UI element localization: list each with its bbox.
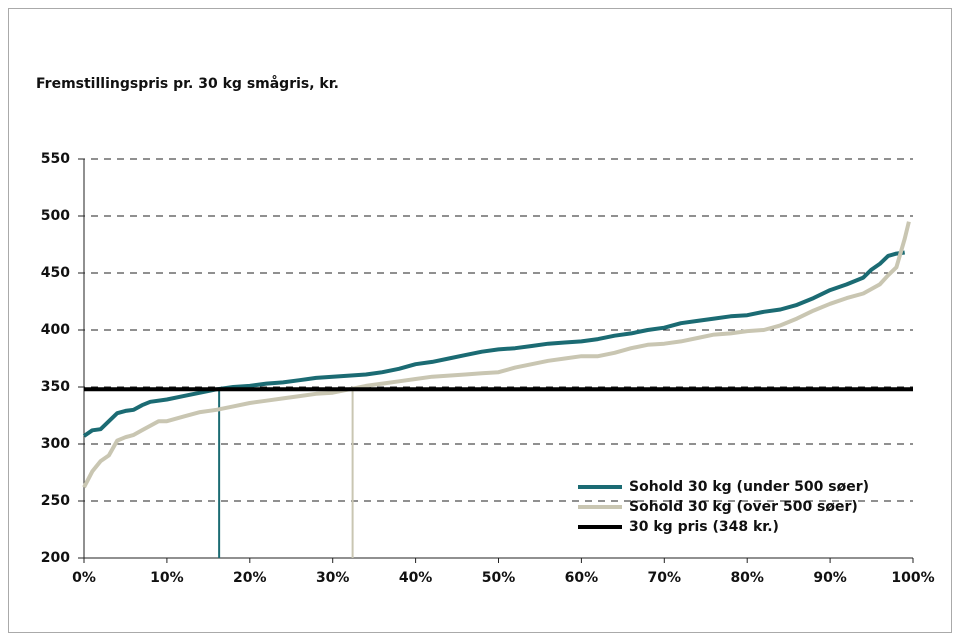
y-tick-label: 250 [41,493,70,509]
legend-label: 30 kg pris (348 kr.) [629,519,779,535]
y-tick-label: 400 [41,322,70,338]
x-tick-label: 10% [150,570,184,586]
y-tick-label: 550 [41,151,70,167]
x-tick-label: 90% [813,570,847,586]
legend-label: Sohold 30 kg (over 500 søer) [629,499,858,515]
x-tick-label: 80% [730,570,764,586]
chart-title: Fremstillingspris pr. 30 kg smågris, kr. [36,75,339,92]
x-tick-label: 60% [565,570,599,586]
x-tick-label: 30% [316,570,350,586]
frame [8,8,952,633]
y-tick-label: 500 [41,208,70,224]
x-tick-label: 70% [648,570,682,586]
y-tick-label: 300 [41,436,70,452]
y-tick-label: 200 [41,550,70,566]
x-tick-label: 50% [482,570,516,586]
x-tick-label: 40% [399,570,433,586]
y-tick-label: 450 [41,265,70,281]
x-tick-label: 100% [891,570,934,586]
x-tick-label: 0% [72,570,96,586]
series-line [82,221,911,489]
series-line [82,250,905,438]
legend-label: Sohold 30 kg (under 500 søer) [629,479,869,495]
x-tick-label: 20% [233,570,267,586]
y-tick-label: 350 [41,379,70,395]
